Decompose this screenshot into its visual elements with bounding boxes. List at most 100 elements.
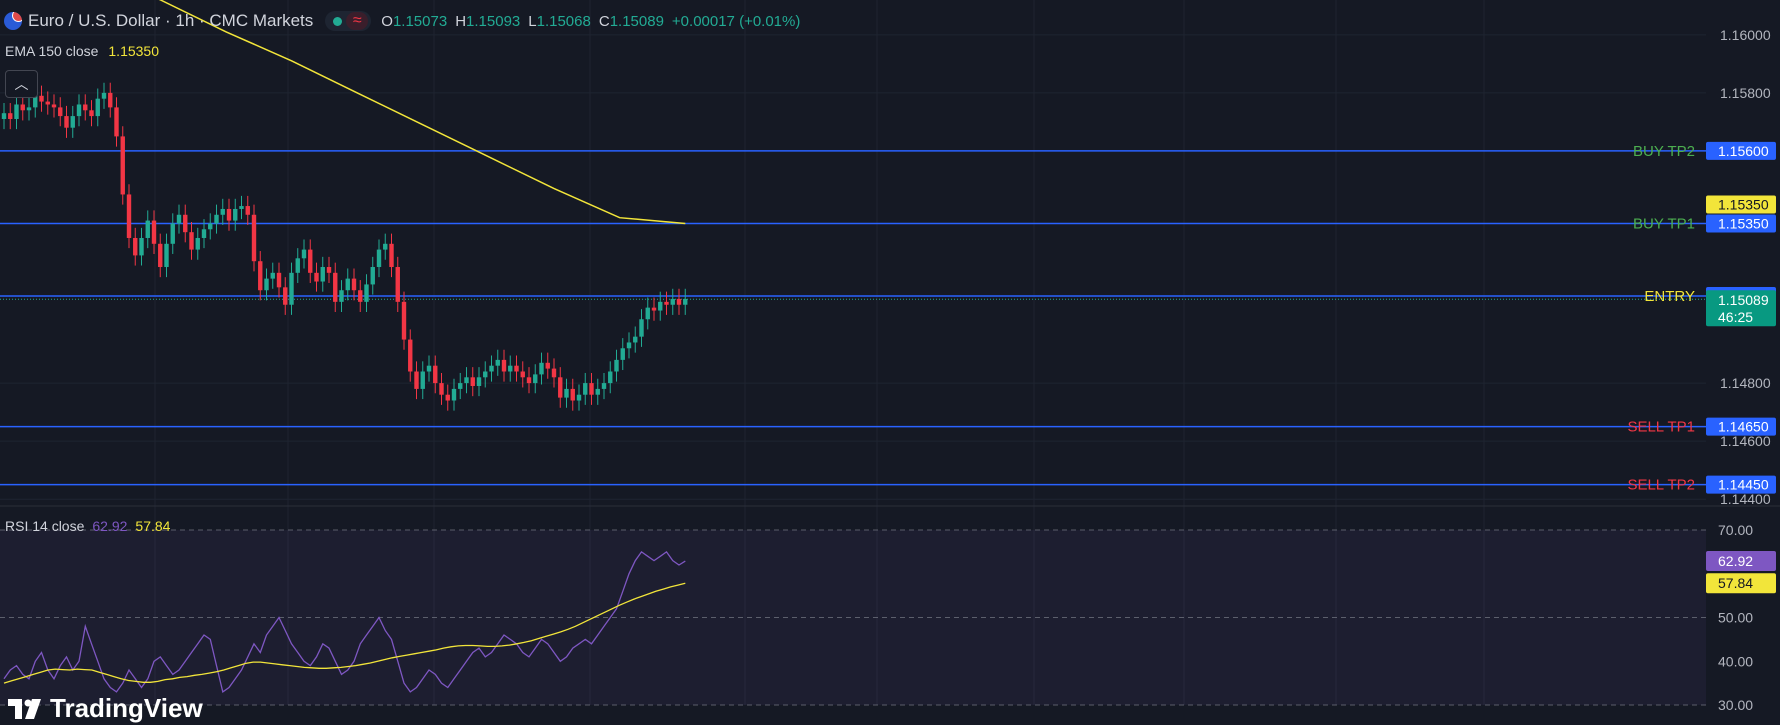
candle-body <box>414 371 419 389</box>
rsi-ma-value-tag: 57.84 <box>1718 575 1753 591</box>
candle-body <box>495 359 500 366</box>
candle-body <box>633 336 638 343</box>
candle-body <box>195 237 200 250</box>
candle-body <box>139 237 144 256</box>
candle-body <box>214 214 219 224</box>
candle-body <box>108 92 113 108</box>
candle-body <box>89 110 94 117</box>
candle-body <box>645 307 650 320</box>
chevron-up-icon: ︿ <box>14 76 29 92</box>
candle-body <box>545 362 550 369</box>
candle-body <box>576 394 582 401</box>
tradingview-logo-text: TradingView <box>50 693 203 723</box>
candle-body <box>226 208 232 221</box>
level-price-tag: 1.14650 <box>1718 419 1769 435</box>
rsi-ma-value-tag-bg <box>1706 573 1776 594</box>
market-open-icon <box>328 12 346 30</box>
price-tick-label: 1.14600 <box>1720 433 1771 449</box>
chart-grid <box>0 0 1706 705</box>
level-price-tag-bg <box>1706 417 1776 436</box>
candle-body <box>201 229 207 238</box>
candle-body <box>533 374 538 384</box>
candle-body <box>514 365 519 372</box>
candle-body <box>70 116 75 128</box>
candle-body <box>264 278 269 291</box>
candle-body <box>658 301 663 311</box>
price-axis[interactable]: 1.16000 1.15800 1.14800 1.14600 1.14400 1.156… <box>1706 27 1776 713</box>
rsi-value-tag-bg <box>1706 550 1776 571</box>
candle-body <box>564 388 569 398</box>
candle-body <box>370 267 375 285</box>
candle-body <box>551 368 557 378</box>
candle-body <box>676 298 682 305</box>
ohlc-values: O1.15073 H1.15093 L1.15068 C1.15089 +0.0… <box>381 13 800 30</box>
rsi-pane <box>0 505 1780 706</box>
candle-body <box>320 267 325 282</box>
rsi-legend[interactable]: RSI 14 close 62.92 57.84 <box>5 518 170 534</box>
level-price-tag: 1.15600 <box>1718 143 1769 159</box>
candle-body <box>26 107 32 111</box>
level-price-tag: 1.15350 <box>1718 215 1769 231</box>
ema-price-tag: 1.15350 <box>1718 196 1769 212</box>
level-price-tag-bg <box>1706 214 1776 233</box>
candle-body <box>145 220 150 238</box>
candle-body <box>283 287 288 305</box>
candle-body <box>383 243 388 250</box>
candle-body <box>151 220 157 244</box>
rsi-ma-line <box>3 582 686 684</box>
current-price-tag-bg <box>1706 290 1776 327</box>
current-price-tag: 1.15089 <box>1718 292 1769 308</box>
candle-body <box>626 342 632 349</box>
candle-body <box>295 258 300 273</box>
rsi-value: 62.92 <box>92 518 128 534</box>
ema-legend[interactable]: EMA 150 close 1.15350 <box>5 43 159 59</box>
price-tick-label: 1.16000 <box>1720 27 1771 43</box>
level-price-tag-bg <box>1706 475 1776 494</box>
candle-body <box>470 377 475 387</box>
candle-body <box>170 223 175 244</box>
rsi-band <box>0 530 1706 705</box>
ohlc-change: +0.00017 (+0.01%) <box>671 12 801 30</box>
symbol-title[interactable]: Euro / U.S. Dollar · 1h · CMC Markets <box>28 11 314 30</box>
candle-body <box>364 284 369 302</box>
candle-body <box>426 365 432 372</box>
candle-body <box>614 359 619 372</box>
eurusd-flag-icon <box>4 12 22 30</box>
candle-body <box>458 383 463 389</box>
candle-body <box>376 249 382 268</box>
candle-body <box>570 388 575 401</box>
candle-body <box>345 278 350 291</box>
level-price-tag: 1.14450 <box>1718 477 1769 493</box>
candle-body <box>395 267 400 302</box>
ema-value: 1.15350 <box>108 43 159 59</box>
tradingview-logo[interactable]: TradingView <box>8 693 203 724</box>
candle-body <box>433 365 438 384</box>
ema-price-tag-bg <box>1706 195 1776 214</box>
rsi-ma-value: 57.84 <box>135 518 171 534</box>
candle-body <box>233 208 238 221</box>
candle-body <box>189 232 194 250</box>
candle-body <box>558 377 563 398</box>
candle-body <box>445 394 450 401</box>
rsi-tick-label: 30.00 <box>1718 697 1753 713</box>
ohlc-close: 1.15089 <box>609 12 664 30</box>
candle-body <box>439 383 444 395</box>
candlesticks <box>1 82 688 411</box>
candle-body <box>670 298 675 305</box>
collapse-legend-button[interactable]: ︿ <box>5 70 38 98</box>
ohlc-low: 1.15068 <box>536 12 591 30</box>
candle-body <box>351 278 357 291</box>
candle-body <box>33 95 38 108</box>
candle-body <box>58 107 63 117</box>
candle-body <box>220 208 225 215</box>
candle-body <box>251 214 257 262</box>
ohlc-key: H <box>455 12 467 30</box>
symbol-header: Euro / U.S. Dollar · 1h · CMC Markets ≈ … <box>4 9 800 33</box>
candle-body <box>539 362 544 375</box>
market-status[interactable]: ≈ <box>325 11 372 31</box>
level-label: BUY TP2 <box>1633 143 1695 160</box>
price-tick-label: 1.14400 <box>1720 491 1771 507</box>
candle-body <box>301 249 307 259</box>
candle-body <box>683 298 688 305</box>
